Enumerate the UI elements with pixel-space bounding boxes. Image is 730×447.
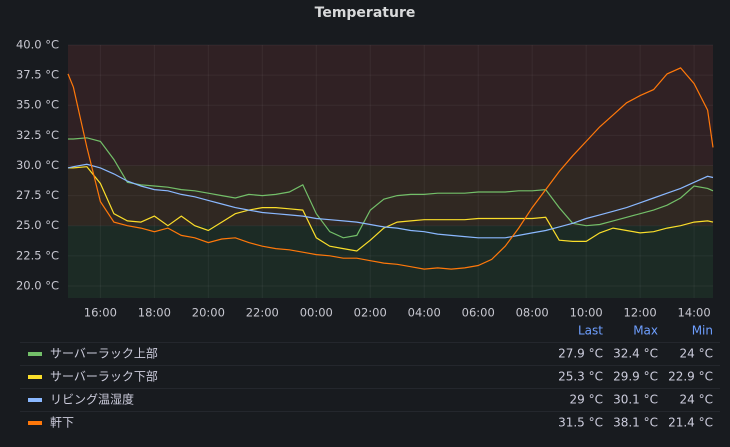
y-tick-label: 20.0 °C — [16, 278, 59, 292]
legend-stat: 25.3 °C — [558, 370, 603, 384]
x-tick-label: 20:00 — [192, 306, 225, 320]
x-tick-label: 16:00 — [84, 306, 117, 320]
legend-label: 軒下 — [50, 416, 74, 430]
threshold-band — [68, 225, 713, 298]
threshold-band — [68, 165, 713, 226]
x-tick-label: 02:00 — [354, 306, 387, 320]
y-tick-label: 37.5 °C — [16, 68, 59, 82]
legend-stat: 22.9 °C — [668, 370, 713, 384]
x-tick-label: 22:00 — [246, 306, 279, 320]
x-tick-label: 00:00 — [300, 306, 333, 320]
legend-stat: 24 °C — [680, 393, 713, 407]
y-tick-label: 25.0 °C — [16, 218, 59, 232]
x-tick-label: 06:00 — [462, 306, 495, 320]
legend-column-header: Max — [633, 324, 658, 338]
legend-label: サーバーラック下部 — [50, 369, 158, 384]
y-tick-label: 22.5 °C — [16, 248, 59, 262]
legend-stat: 32.4 °C — [613, 347, 658, 361]
series-line — [68, 137, 714, 239]
series-line — [67, 163, 714, 239]
y-tick-label: 32.5 °C — [16, 128, 59, 142]
legend-stat: 21.4 °C — [668, 416, 713, 430]
threshold-band — [68, 45, 713, 166]
x-tick-label: 12:00 — [624, 306, 657, 320]
chart-title: Temperature — [315, 5, 416, 21]
legend-label: リビング温湿度 — [50, 392, 134, 407]
y-tick-label: 30.0 °C — [16, 158, 59, 172]
legend-stat: 31.5 °C — [558, 416, 603, 430]
x-tick-label: 04:00 — [408, 306, 441, 320]
legend-stat: 38.1 °C — [613, 416, 658, 430]
y-tick-label: 35.0 °C — [16, 98, 59, 112]
legend-stat: 30.1 °C — [613, 393, 658, 407]
legend-column-header: Min — [692, 324, 713, 338]
legend-column-header: Last — [578, 324, 603, 338]
x-tick-label: 18:00 — [138, 306, 171, 320]
legend-stat: 29.9 °C — [613, 370, 658, 384]
legend-label: サーバーラック上部 — [50, 346, 158, 361]
series-line — [67, 67, 714, 270]
legend-stat: 29 °C — [570, 393, 603, 407]
x-tick-label: 14:00 — [678, 306, 711, 320]
y-tick-label: 40.0 °C — [16, 38, 59, 52]
series-line — [68, 166, 714, 252]
x-tick-label: 10:00 — [570, 306, 603, 320]
x-tick-label: 08:00 — [516, 306, 549, 320]
legend-stat: 24 °C — [680, 347, 713, 361]
y-tick-label: 27.5 °C — [16, 188, 59, 202]
legend-stat: 27.9 °C — [558, 347, 603, 361]
